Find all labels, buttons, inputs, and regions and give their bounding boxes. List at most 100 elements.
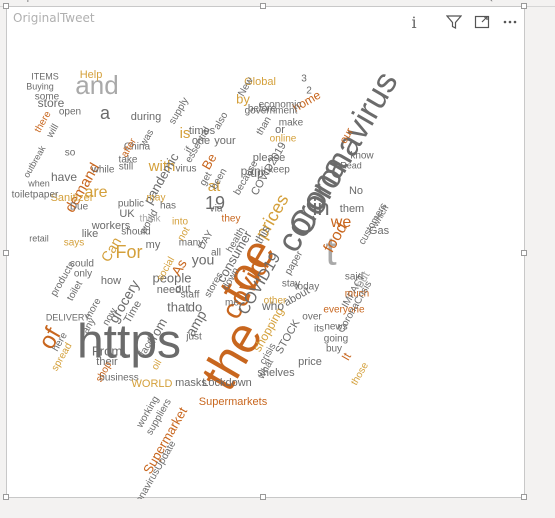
word-still[interactable]: still [119, 162, 133, 173]
word-price[interactable]: price [298, 356, 322, 368]
word-gas[interactable]: Gas [369, 225, 390, 237]
resize-handle-bottom-right[interactable] [521, 494, 527, 500]
word-all[interactable]: all [211, 248, 221, 259]
word-store[interactable]: store [38, 96, 65, 110]
more-options-icon[interactable] [501, 13, 519, 31]
word-supermarkets[interactable]: Supermarkets [199, 396, 268, 408]
word-while[interactable]: while [91, 165, 115, 176]
word-be[interactable]: Be [199, 151, 220, 172]
resize-handle-bottom-left[interactable] [3, 494, 9, 500]
word-shelves[interactable]: shelves [257, 367, 295, 379]
word-also[interactable]: also [212, 110, 231, 132]
word-my[interactable]: my [146, 239, 161, 251]
word-do[interactable]: do [188, 299, 202, 314]
word-news[interactable]: news [324, 322, 347, 333]
word-help[interactable]: Help [80, 69, 103, 81]
word-know[interactable]: know [350, 151, 374, 162]
word-sanitizer[interactable]: Sanitizer [51, 192, 94, 204]
word-toilet[interactable]: toilet [65, 279, 85, 303]
word-https[interactable]: https [77, 316, 181, 369]
word-many[interactable]: many [179, 238, 203, 249]
word-could[interactable]: could [70, 259, 94, 270]
word-during[interactable]: during [131, 111, 162, 123]
word-and[interactable]: and [75, 70, 118, 100]
word-in[interactable]: in [312, 195, 329, 220]
resize-handle-top[interactable] [260, 3, 266, 9]
word-staff[interactable]: staff [181, 290, 200, 301]
word-should[interactable]: should [121, 227, 150, 238]
word-buy[interactable]: buy [326, 344, 342, 355]
word-public[interactable]: public [118, 199, 144, 210]
word-world[interactable]: WORLD [132, 378, 173, 390]
word-is[interactable]: is [180, 125, 191, 142]
word-at[interactable]: at [208, 178, 221, 195]
word-some[interactable]: some [35, 92, 60, 103]
word-supply[interactable]: supply [167, 96, 191, 127]
word-keep[interactable]: keep [268, 165, 290, 176]
word-into[interactable]: into [172, 217, 189, 228]
filter-icon[interactable] [445, 13, 463, 31]
word-or[interactable]: or [275, 124, 285, 136]
word-need[interactable]: need [157, 284, 181, 296]
word-take[interactable]: take [119, 155, 138, 166]
word-it[interactable]: It [339, 350, 355, 363]
word-everyone[interactable]: everyone [323, 305, 365, 316]
word-oil[interactable]: oil [150, 358, 165, 372]
word-just[interactable]: just [185, 332, 202, 343]
word-workers[interactable]: workers [91, 220, 131, 232]
word-up[interactable]: up [250, 166, 264, 180]
resize-handle-bottom[interactable] [260, 494, 266, 500]
word-going[interactable]: going [324, 334, 348, 345]
word-we[interactable]: we [330, 214, 352, 231]
word-please[interactable]: please [253, 152, 285, 164]
word-me[interactable]: me [225, 298, 239, 309]
word-economic[interactable]: economic [259, 100, 302, 111]
focus-mode-icon[interactable] [473, 13, 491, 31]
word-them[interactable]: them [340, 203, 364, 215]
word-via[interactable]: via [210, 204, 223, 215]
word-other[interactable]: other [264, 296, 287, 307]
word-panic[interactable]: panic [241, 164, 270, 178]
word-online[interactable]: online [270, 134, 297, 145]
resize-handle-top-right[interactable] [521, 3, 527, 9]
word-says[interactable]: says [64, 238, 85, 249]
word-those[interactable]: those [349, 360, 371, 387]
word-a[interactable]: a [100, 103, 111, 123]
word-so[interactable]: so [65, 148, 76, 159]
word-delivery[interactable]: DELIVERY [46, 312, 90, 322]
word-business[interactable]: business [99, 373, 138, 384]
word-their[interactable]: their [96, 356, 118, 368]
info-icon[interactable]: i [411, 12, 417, 32]
resize-handle-top-left[interactable] [3, 3, 9, 9]
word-your[interactable]: your [214, 135, 236, 147]
word-are[interactable]: are [84, 184, 107, 201]
word-with[interactable]: with [148, 158, 176, 175]
word-one[interactable]: one [192, 135, 210, 147]
word-that[interactable]: that [167, 299, 189, 314]
word-may[interactable]: may [147, 193, 166, 204]
word-who[interactable]: who [261, 299, 284, 313]
word-2[interactable]: 2 [306, 86, 312, 97]
word-as[interactable]: As [168, 256, 190, 278]
word-from[interactable]: From [92, 343, 122, 358]
word-has[interactable]: has [160, 201, 176, 212]
word-people[interactable]: people [152, 270, 191, 285]
word-no[interactable]: No [349, 185, 363, 197]
word-how[interactable]: how [101, 275, 121, 287]
word-due[interactable]: Due [70, 202, 89, 213]
word-virus[interactable]: virus [175, 164, 196, 175]
word-open[interactable]: open [59, 107, 81, 118]
word-much[interactable]: much [345, 289, 369, 300]
word-if[interactable]: if [183, 145, 195, 155]
word-think[interactable]: think [139, 214, 161, 225]
word-said[interactable]: said [345, 272, 363, 283]
word-outbreak[interactable]: outbreak [21, 144, 47, 180]
word-buying[interactable]: Buying [26, 81, 54, 91]
resize-handle-right[interactable] [521, 250, 527, 256]
word-uk[interactable]: UK [119, 208, 135, 220]
word-china[interactable]: China [124, 142, 151, 153]
word-stay[interactable]: stay [282, 279, 300, 290]
word-lockdown[interactable]: Lockdown [202, 377, 252, 389]
word-when[interactable]: when [27, 178, 50, 188]
word-you[interactable]: you [192, 252, 215, 268]
